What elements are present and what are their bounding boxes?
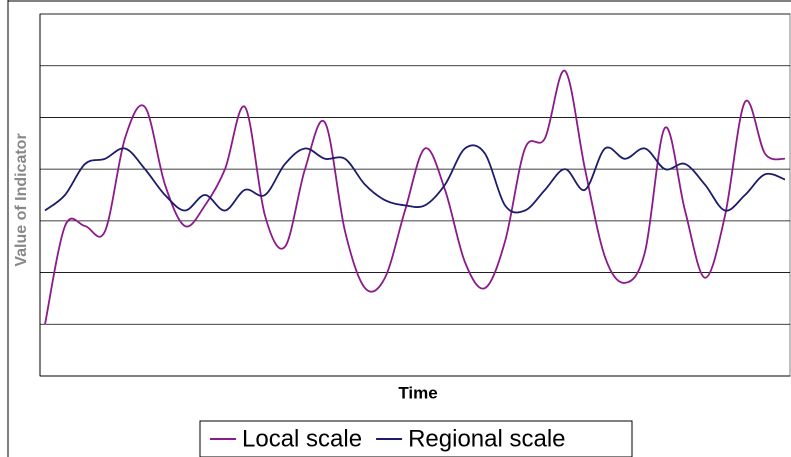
y-axis-label: Value of Indicator	[13, 133, 30, 266]
line-series	[44, 69, 786, 325]
legend-label: Local scale	[242, 425, 362, 452]
plot-area	[39, 13, 791, 377]
legend-label: Regional scale	[408, 425, 565, 452]
legend	[199, 420, 633, 457]
line-series	[44, 144, 786, 214]
x-axis-label: Time	[398, 383, 437, 402]
